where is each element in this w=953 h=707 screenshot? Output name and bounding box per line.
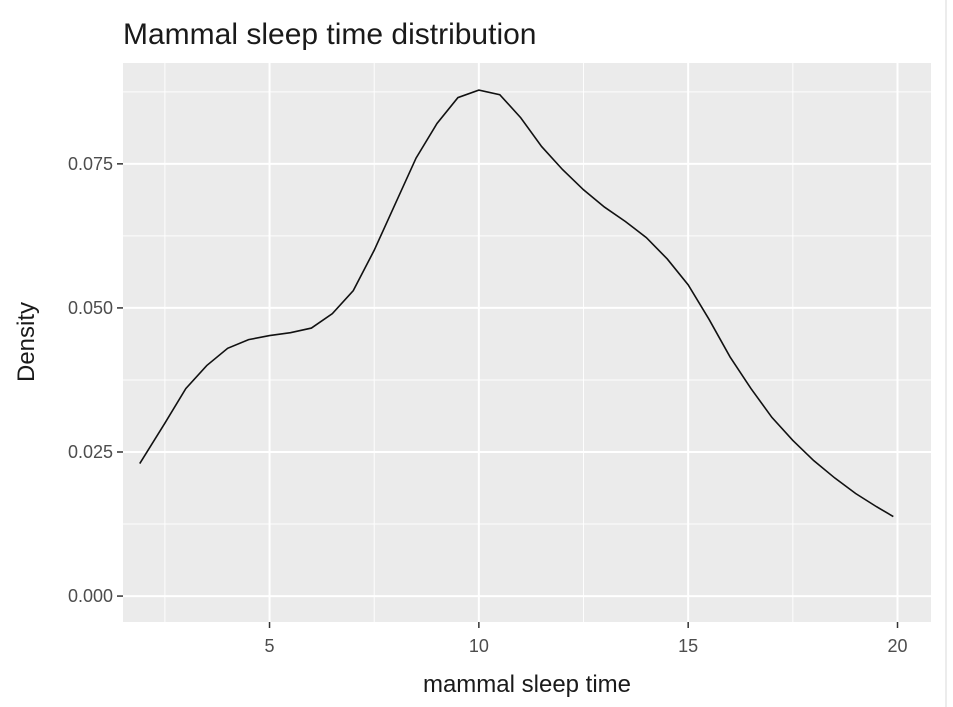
- density-curve: [139, 89, 894, 518]
- y-axis: 0.000 0.025 0.050 0.075: [68, 154, 123, 606]
- y-axis-title: Density: [13, 302, 40, 382]
- plot-panel: [123, 63, 931, 622]
- y-tick-label-2: 0.050: [68, 298, 113, 318]
- y-tick-label-0: 0.000: [68, 586, 113, 606]
- y-tick-label-1: 0.025: [68, 442, 113, 462]
- x-tick-label-2: 15: [678, 636, 698, 656]
- x-tick-label-0: 5: [265, 636, 275, 656]
- x-axis: 5 10 15 20: [265, 622, 908, 656]
- y-tick-label-3: 0.075: [68, 154, 113, 174]
- major-gridlines: [123, 63, 931, 622]
- x-tick-label-1: 10: [469, 636, 489, 656]
- minor-gridlines: [123, 63, 931, 622]
- x-tick-label-3: 20: [887, 636, 907, 656]
- chart-title: Mammal sleep time distribution: [123, 18, 536, 51]
- x-axis-title: mammal sleep time: [423, 671, 631, 698]
